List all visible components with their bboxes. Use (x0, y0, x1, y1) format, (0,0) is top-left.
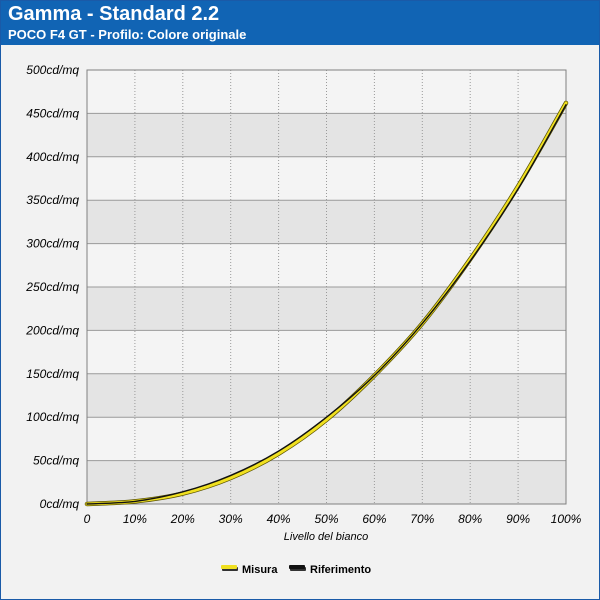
plot-band (87, 373, 566, 418)
legend-item-misura: Misura (221, 564, 278, 576)
y-tick-label: 100cd/mq (26, 410, 79, 424)
x-tick-label: 50% (314, 512, 338, 526)
x-tick-label: 20% (170, 512, 195, 526)
y-tick-label: 250cd/mq (25, 280, 79, 294)
legend-label: Riferimento (310, 564, 371, 576)
x-tick-label: 70% (410, 512, 434, 526)
y-tick-label: 200cd/mq (25, 323, 79, 337)
legend: Misura Riferimento (221, 564, 371, 576)
legend-swatch (289, 565, 305, 569)
x-tick-label: 0 (84, 512, 91, 526)
x-tick-label: 80% (458, 512, 482, 526)
x-axis-ticks: 0 10% 20% 30% 40% 50% 60% 70% 80% 90% 100% (84, 512, 582, 526)
plot-grid (86, 69, 567, 505)
x-tick-label: 100% (551, 512, 582, 526)
series-lines (84, 100, 569, 507)
x-tick-label: 10% (123, 512, 147, 526)
legend-swatch (221, 565, 237, 569)
legend-label: Misura (242, 564, 278, 576)
x-tick-label: 40% (267, 512, 291, 526)
y-tick-label: 150cd/mq (26, 367, 79, 381)
series-line-riferimento (86, 104, 567, 505)
y-tick-label: 500cd/mq (26, 63, 79, 77)
plot-band (87, 113, 566, 157)
x-tick-label: 60% (362, 512, 386, 526)
plot-band (87, 287, 566, 331)
y-tick-label: 300cd/mq (26, 237, 79, 251)
x-tick-label: 90% (506, 512, 530, 526)
x-axis-label: Livello del bianco (284, 531, 368, 543)
y-tick-label: 0cd/mq (40, 497, 80, 511)
chart-title: Gamma - Standard 2.2 (8, 3, 220, 25)
y-tick-label: 50cd/mq (33, 454, 79, 468)
x-tick-label: 30% (219, 512, 243, 526)
plot-border (86, 69, 567, 505)
y-tick-label: 400cd/mq (26, 150, 79, 164)
y-tick-label: 350cd/mq (26, 193, 79, 207)
chart-subtitle: POCO F4 GT - Profilo: Colore originale (8, 27, 247, 42)
y-tick-label: 450cd/mq (26, 106, 79, 120)
y-axis-ticks: 0cd/mq 50cd/mq 100cd/mq 150cd/mq 200cd/mq 250… (25, 63, 79, 511)
chart-header: Gamma - Standard 2.2 POCO F4 GT - Profil… (1, 1, 599, 45)
series-line-misura (85, 101, 568, 506)
legend-item-riferimento: Riferimento (289, 564, 371, 576)
